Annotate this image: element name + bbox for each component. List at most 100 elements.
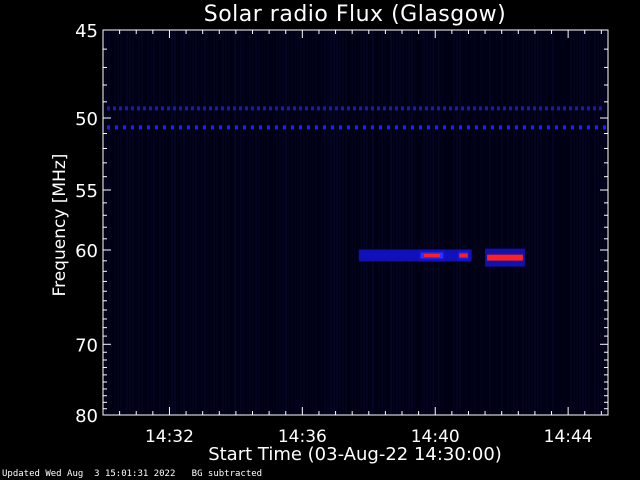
noise-streak (306, 30, 308, 415)
noise-streak (366, 30, 368, 415)
noise-streak (111, 30, 113, 415)
rfi-mark (587, 106, 590, 111)
rfi-mark (147, 125, 150, 130)
rfi-mark (243, 125, 246, 130)
rfi-mark (387, 125, 390, 130)
noise-streak (243, 30, 245, 415)
y-tick-label: 50 (75, 109, 98, 130)
noise-streak (285, 30, 287, 415)
noise-streak (564, 30, 566, 415)
noise-streak (345, 30, 347, 415)
rfi-mark (221, 106, 224, 111)
noise-streak (195, 30, 197, 415)
rfi-mark (341, 106, 344, 111)
noise-streak (291, 30, 293, 415)
rfi-mark (491, 125, 494, 130)
noise-streak (393, 30, 395, 415)
rfi-mark (227, 106, 230, 111)
rfi-mark (115, 125, 118, 130)
rfi-mark (233, 106, 236, 111)
rfi-mark (311, 106, 314, 111)
noise-streak (213, 30, 215, 415)
rfi-mark (467, 125, 470, 130)
rfi-mark (251, 125, 254, 130)
rfi-mark (555, 125, 558, 130)
rfi-mark (107, 125, 110, 130)
rfi-mark (315, 125, 318, 130)
x-tick-label: 14:32 (145, 427, 194, 447)
rfi-mark (563, 125, 566, 130)
noise-streak (333, 30, 335, 415)
noise-streak (543, 30, 545, 415)
rfi-mark (149, 106, 152, 111)
noise-streak (537, 30, 539, 415)
noise-streak (327, 30, 329, 415)
noise-streak (405, 30, 407, 415)
update-footer: Updated Wed Aug 3 15:01:31 2022 BG subtr… (2, 469, 263, 479)
rfi-mark (257, 106, 260, 111)
noise-streak (588, 30, 590, 415)
noise-streak (561, 30, 563, 415)
rfi-mark (283, 125, 286, 130)
noise-streak (534, 30, 536, 415)
rfi-mark (491, 106, 494, 111)
noise-streak (312, 30, 314, 415)
noise-streak (474, 30, 476, 415)
noise-streak (186, 30, 188, 415)
rfi-mark (209, 106, 212, 111)
rfi-mark (171, 125, 174, 130)
rfi-mark (363, 125, 366, 130)
rfi-mark (483, 125, 486, 130)
noise-streak (372, 30, 374, 415)
x-tick-label: 14:44 (544, 427, 593, 447)
rfi-mark (307, 125, 310, 130)
noise-streak (282, 30, 284, 415)
noise-streak (573, 30, 575, 415)
rfi-mark (131, 106, 134, 111)
rfi-mark (533, 106, 536, 111)
rfi-mark (355, 125, 358, 130)
rfi-mark (317, 106, 320, 111)
noise-streak (276, 30, 278, 415)
noise-streak (387, 30, 389, 415)
noise-streak (273, 30, 275, 415)
noise-streak (360, 30, 362, 415)
rfi-mark (259, 125, 262, 130)
y-axis-label: Frequency [MHz] (50, 153, 70, 297)
rfi-mark (395, 106, 398, 111)
noise-streak (495, 30, 497, 415)
rfi-mark (467, 106, 470, 111)
rfi-mark (547, 125, 550, 130)
noise-streak (396, 30, 398, 415)
rfi-mark (179, 106, 182, 111)
rfi-mark (497, 106, 500, 111)
rfi-mark (187, 125, 190, 130)
noise-streak (513, 30, 515, 415)
plot-frame (102, 29, 609, 416)
noise-streak (570, 30, 572, 415)
rfi-mark (203, 106, 206, 111)
rfi-mark (407, 106, 410, 111)
noise-streak (438, 30, 440, 415)
x-tick-label: 14:36 (278, 427, 327, 447)
rfi-mark (173, 106, 176, 111)
rfi-mark (155, 125, 158, 130)
noise-streak (315, 30, 317, 415)
burst-core (360, 252, 470, 259)
noise-streak (408, 30, 410, 415)
noise-streak (363, 30, 365, 415)
rfi-mark (557, 106, 560, 111)
noise-streak (348, 30, 350, 415)
noise-streak (180, 30, 182, 415)
rfi-mark (593, 106, 596, 111)
noise-streak (546, 30, 548, 415)
rfi-mark (509, 106, 512, 111)
burst-peak (459, 253, 468, 257)
noise-streak (162, 30, 164, 415)
noise-streak (159, 30, 161, 415)
rfi-mark (461, 106, 464, 111)
noise-streak (126, 30, 128, 415)
noise-streak (558, 30, 560, 415)
noise-streak (240, 30, 242, 415)
noise-streak (171, 30, 173, 415)
